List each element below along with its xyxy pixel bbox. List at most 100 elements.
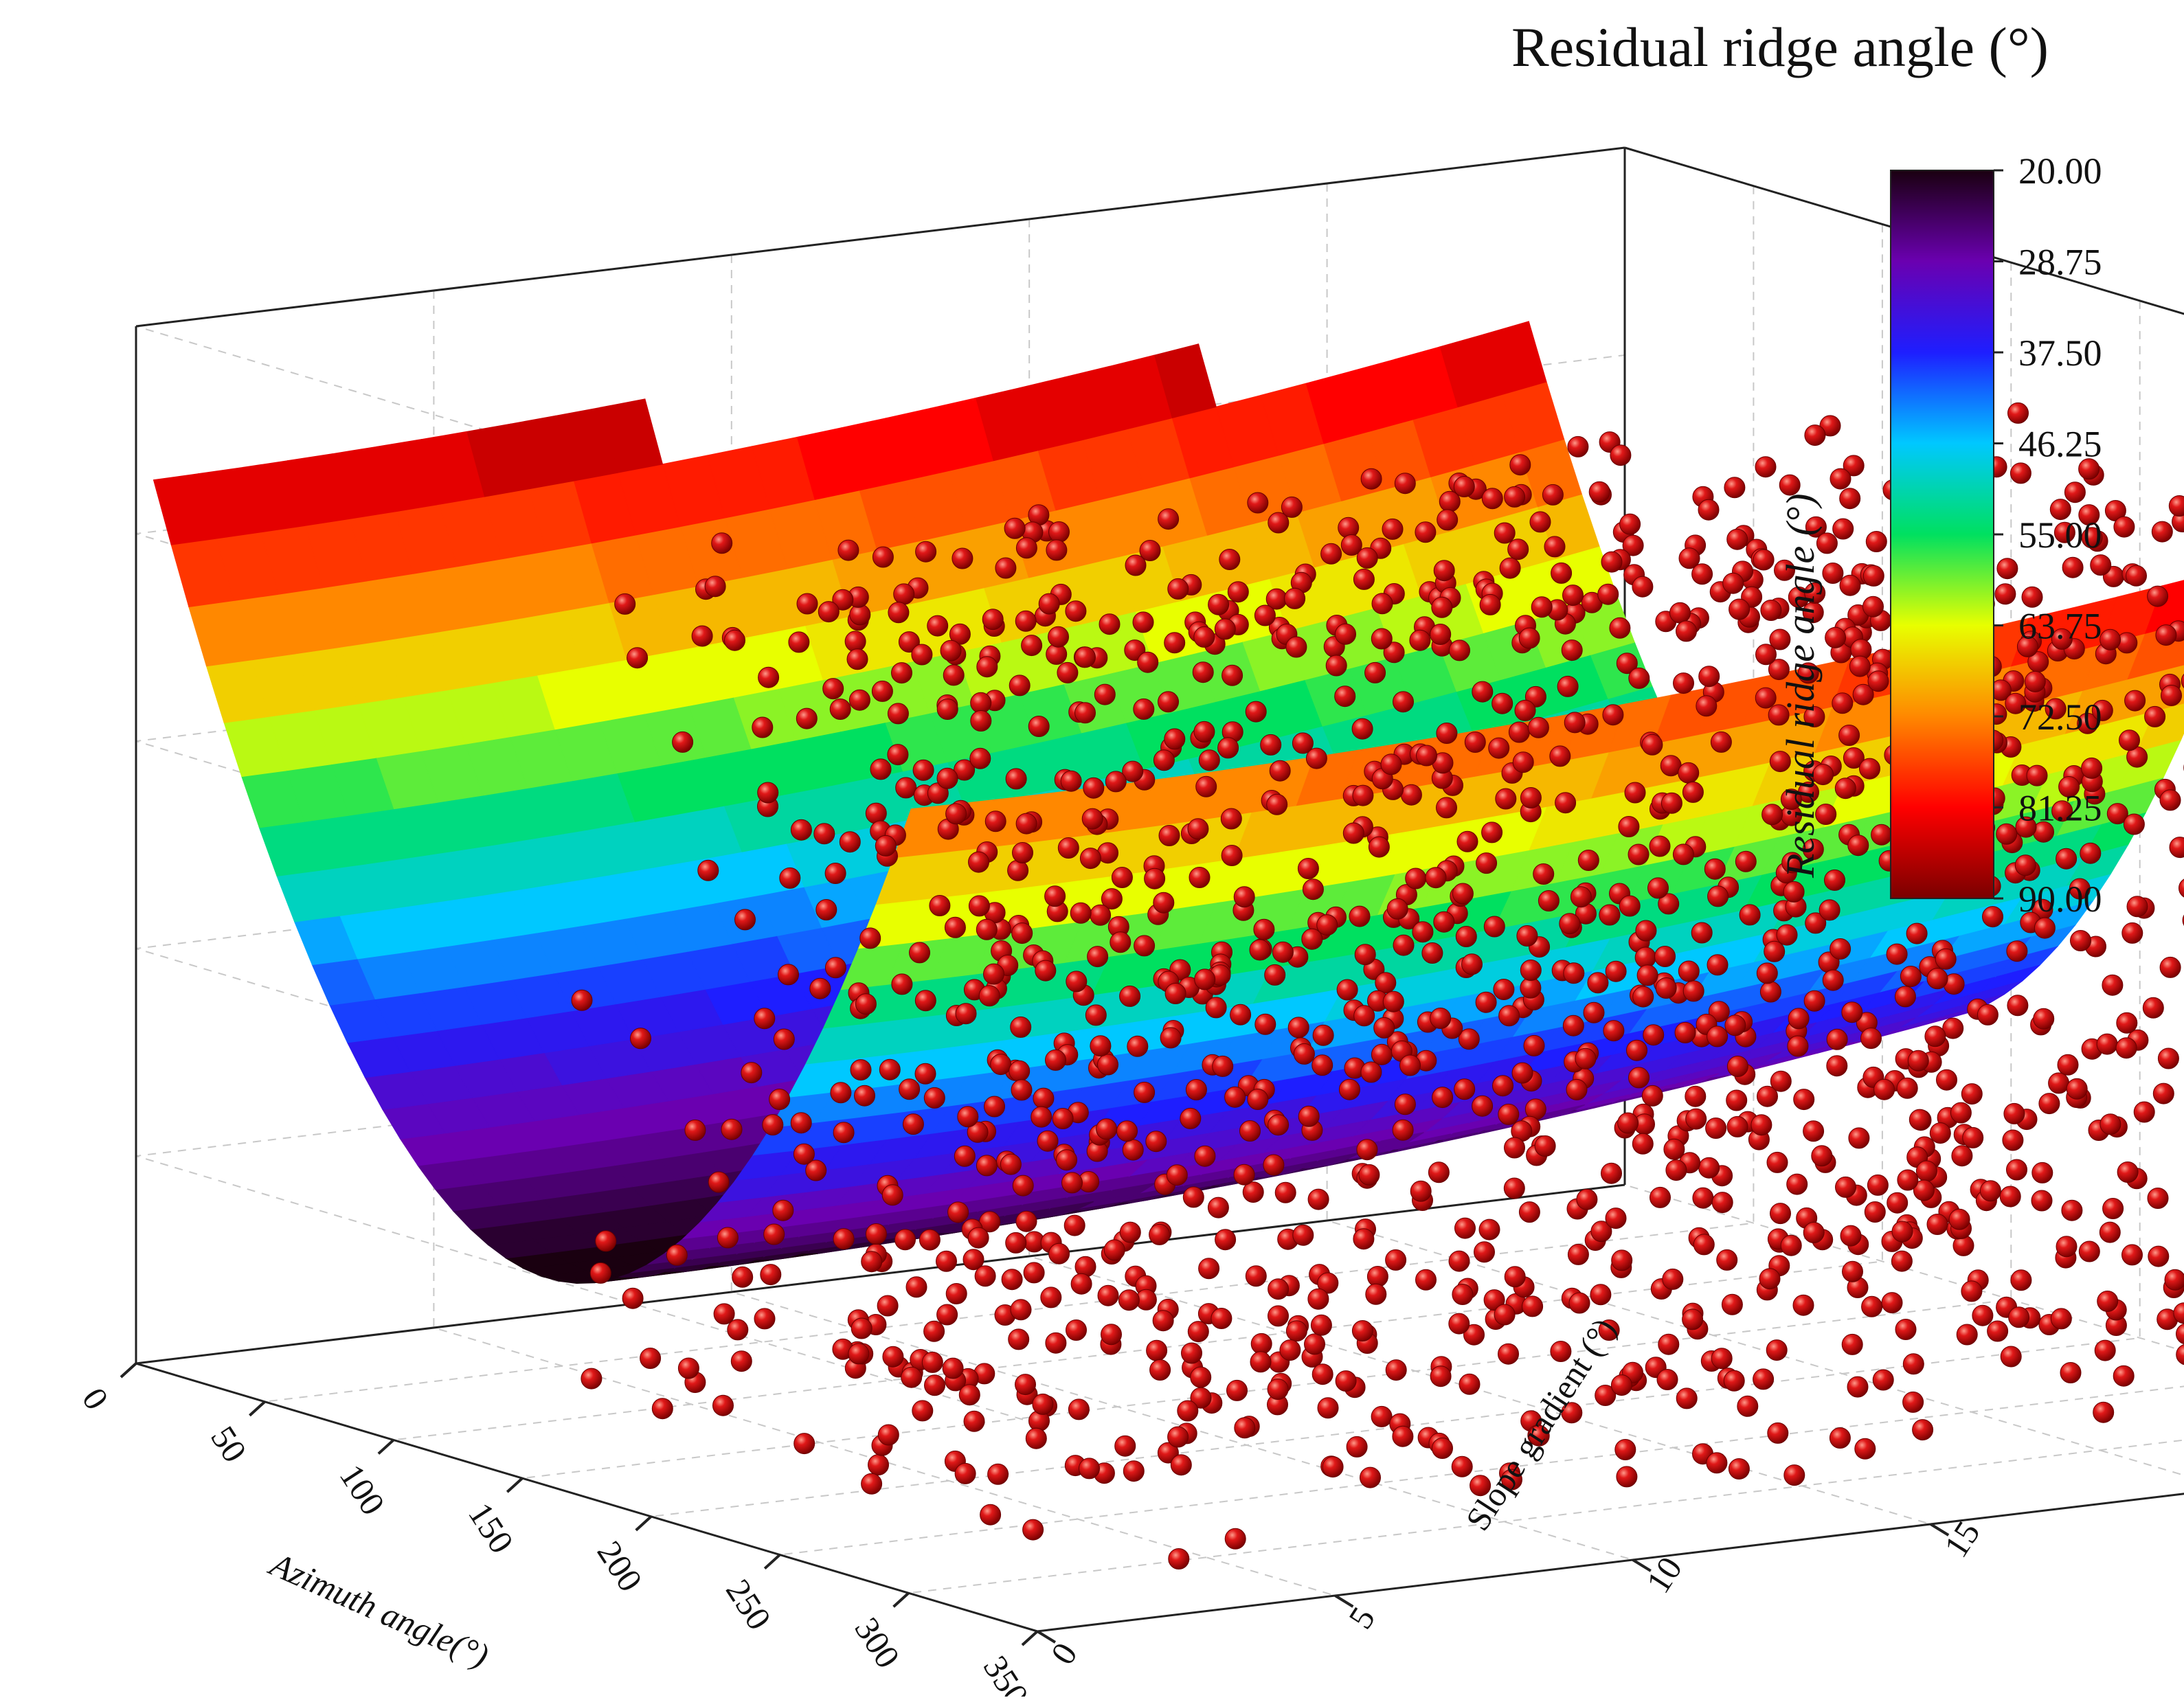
data-point [1863, 596, 1884, 617]
data-point [2148, 1246, 2169, 1267]
data-point [1353, 569, 1374, 589]
data-point [1753, 549, 1774, 570]
data-point [1118, 1290, 1139, 1311]
data-point [1068, 1399, 1089, 1420]
data-point [2156, 625, 2176, 646]
data-point [1026, 1428, 1046, 1449]
data-point [1182, 1343, 1202, 1363]
data-point [1707, 1026, 1728, 1047]
data-point [1493, 1076, 1513, 1096]
data-point [1724, 1370, 1744, 1391]
data-point [713, 1395, 734, 1416]
data-point [1563, 1015, 1584, 1036]
data-point [1472, 1096, 1493, 1116]
data-point [1094, 684, 1115, 705]
data-point [1360, 1467, 1381, 1488]
data-point [698, 860, 719, 881]
data-point [1768, 1423, 1788, 1443]
data-point [1112, 868, 1132, 888]
data-point [1895, 1319, 1916, 1340]
data-point [1897, 1078, 1917, 1098]
data-point [1208, 594, 1229, 615]
data-point [1725, 1015, 1746, 1036]
colorbar-label: 20.00 [2018, 150, 2102, 192]
data-point [1980, 1181, 2001, 1201]
data-point [590, 1262, 611, 1283]
data-point [2158, 1048, 2179, 1069]
data-point [2080, 843, 2101, 863]
data-point [1098, 1054, 1118, 1075]
frame-edge [1037, 1453, 2184, 1631]
data-point [1268, 512, 1289, 533]
data-point [1178, 1401, 1198, 1421]
data-point [1153, 1311, 1173, 1331]
data-point [1393, 692, 1414, 712]
data-point [1062, 1172, 1083, 1193]
data-point [1070, 903, 1091, 923]
data-point [1318, 1398, 1338, 1418]
data-point [1642, 734, 1663, 755]
x-tick-label: 0 [75, 1381, 117, 1416]
data-point [1492, 693, 1513, 714]
data-point [1827, 1029, 1847, 1050]
data-point [1354, 1006, 1375, 1026]
data-point [1235, 1418, 1255, 1438]
x-tick-label: 350 [976, 1648, 1037, 1697]
data-point [1158, 692, 1179, 712]
data-point [1188, 1322, 1208, 1342]
data-point [2034, 918, 2055, 938]
data-point [1365, 662, 1386, 683]
data-point [778, 964, 799, 985]
data-point [2093, 1402, 2114, 1423]
data-point [1031, 1107, 1052, 1127]
data-point [1066, 601, 1086, 622]
data-point [2079, 1241, 2099, 1262]
data-point [1704, 859, 1725, 879]
data-point [1727, 1056, 1748, 1077]
data-point [2007, 995, 2028, 1016]
data-point [1670, 602, 1691, 623]
data-point [1410, 1181, 1431, 1201]
data-point [1372, 593, 1393, 614]
data-point [2015, 855, 2036, 876]
data-point [831, 1083, 851, 1103]
data-point [1510, 455, 1531, 475]
data-point [895, 1229, 916, 1250]
data-point [1147, 1340, 1167, 1361]
data-point [1542, 484, 1563, 505]
x-tick-label: 100 [333, 1458, 393, 1521]
data-point [1706, 1118, 1726, 1139]
data-point [714, 1304, 734, 1324]
data-point [1617, 1466, 1637, 1487]
data-point [1508, 539, 1529, 560]
data-point [1843, 1261, 1863, 1282]
data-point [1874, 1079, 1895, 1100]
colorbar-label: 81.25 [2018, 788, 2102, 829]
data-point [1840, 488, 1860, 509]
data-point [1632, 1133, 1653, 1154]
data-point [1046, 1050, 1066, 1070]
data-point [946, 1284, 967, 1304]
data-point [1676, 621, 1697, 642]
data-point [1422, 943, 1443, 964]
data-point [1848, 835, 1869, 856]
data-point [916, 541, 936, 562]
data-point [1505, 1267, 1525, 1287]
data-point [910, 942, 930, 963]
data-point [1105, 771, 1126, 792]
data-point [1254, 605, 1275, 626]
data-point [1961, 1281, 1982, 1302]
data-point [2067, 1078, 2087, 1099]
data-point [1678, 961, 1699, 982]
data-point [1082, 808, 1103, 829]
data-point [924, 1321, 945, 1341]
data-point [1620, 514, 1641, 534]
data-point [1058, 838, 1079, 859]
data-point [1531, 597, 1552, 617]
data-point [1584, 1002, 1604, 1023]
data-point [1589, 481, 1610, 502]
data-point [1925, 1026, 1946, 1047]
data-point [678, 1358, 699, 1379]
data-point [1755, 457, 1776, 477]
